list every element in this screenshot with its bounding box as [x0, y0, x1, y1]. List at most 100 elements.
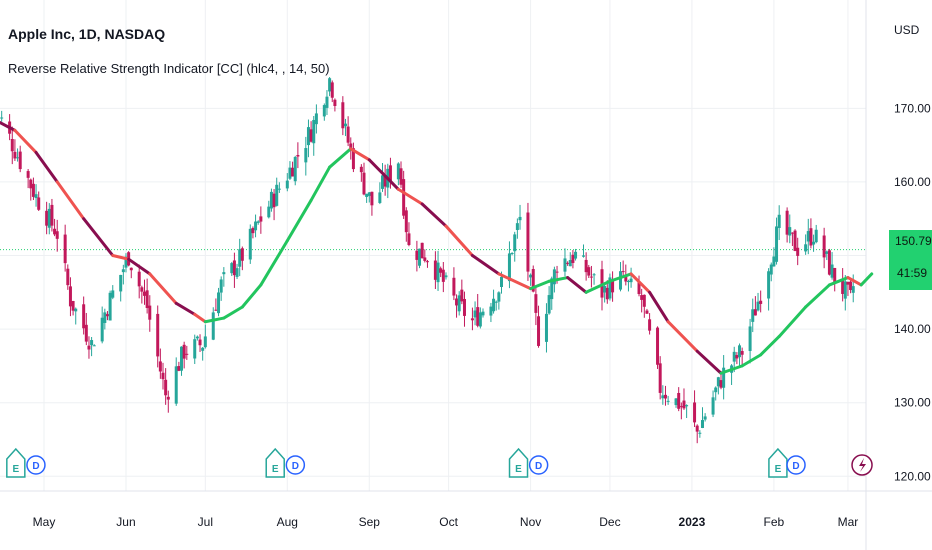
candle-body — [492, 298, 496, 312]
candle-body — [679, 406, 683, 408]
candle-body — [156, 313, 160, 357]
candle-body — [827, 250, 831, 275]
indicator-segment — [648, 290, 670, 324]
last-price-value: 150.79 — [895, 234, 932, 248]
indicator-segment — [349, 147, 371, 162]
indicator-segment — [0, 120, 17, 132]
candle-body — [90, 340, 94, 346]
candle-body — [751, 309, 755, 322]
candle-body — [793, 230, 797, 251]
candle-body — [534, 294, 538, 313]
candle-body — [772, 256, 776, 267]
candle-body — [312, 119, 316, 144]
chart-title[interactable]: Apple Inc, 1D, NASDAQ — [8, 26, 166, 42]
candle-body — [748, 326, 752, 351]
candle-body — [214, 309, 218, 311]
candle-body — [544, 313, 548, 342]
candle-body — [619, 271, 623, 290]
x-tick-label: 2023 — [679, 515, 706, 529]
candle-body — [66, 268, 70, 286]
candle-body — [53, 228, 57, 235]
candle-body — [716, 377, 720, 387]
dividend-icon: D — [285, 455, 306, 475]
x-tick-label: May — [33, 515, 56, 529]
candle-body — [589, 276, 593, 278]
indicator-segment — [827, 276, 850, 287]
candle-body — [383, 176, 387, 187]
indicator-segment — [420, 202, 448, 228]
candle-body — [830, 264, 834, 278]
candle-body — [272, 193, 276, 208]
candle-body — [703, 416, 707, 420]
candle-body — [399, 168, 403, 185]
candle-body — [470, 318, 474, 321]
candle-body — [513, 234, 517, 252]
candle-body — [34, 194, 38, 199]
candle-body — [592, 274, 596, 276]
indicator-segment — [740, 353, 763, 368]
candle-body — [497, 292, 501, 302]
x-tick-label: Feb — [764, 515, 785, 529]
candle-body — [343, 123, 347, 127]
candle-body — [846, 281, 850, 285]
candle-body — [473, 310, 477, 318]
candle-body — [529, 274, 533, 278]
candle-body — [735, 355, 739, 359]
candle-body — [605, 287, 609, 300]
candle-body — [47, 208, 51, 228]
candle-body — [232, 260, 236, 276]
candle-body — [822, 235, 826, 258]
candle-body — [201, 347, 205, 351]
candle-body — [124, 256, 128, 268]
candle-body — [814, 229, 818, 243]
indicator-segment — [203, 316, 226, 324]
candle-body — [629, 278, 633, 283]
candle-body — [812, 241, 816, 245]
candle-body — [769, 264, 773, 275]
candle-body — [259, 216, 263, 222]
candle-body — [346, 126, 350, 143]
candle-body — [174, 366, 178, 404]
candlesticks — [0, 77, 855, 444]
candle-body — [251, 228, 255, 234]
candle-body — [404, 210, 408, 233]
candle-body — [518, 216, 522, 221]
candle-body — [37, 197, 41, 210]
indicator-segment — [148, 272, 178, 305]
earnings-letter: E — [12, 464, 19, 475]
candle-body — [806, 231, 810, 242]
candle-body — [177, 366, 181, 371]
indicator-segment — [34, 150, 59, 184]
candle-body — [103, 312, 107, 323]
indicator-label[interactable]: Reverse Relative Strength Indicator [CC]… — [8, 61, 330, 76]
candle-body — [415, 250, 419, 260]
candle-body — [785, 210, 789, 235]
candle-body — [333, 99, 337, 106]
candle-body — [378, 192, 382, 203]
candle-body — [777, 214, 781, 228]
candle-body — [71, 300, 75, 311]
candle-body — [108, 292, 112, 321]
candle-body — [568, 260, 572, 267]
candle-body — [325, 96, 329, 108]
indicator-segment — [127, 257, 152, 276]
dividend-letter: D — [792, 461, 799, 472]
candle-body — [425, 261, 429, 263]
candle-body — [420, 242, 424, 259]
candle-body — [388, 165, 392, 181]
candle-body — [145, 290, 149, 308]
earnings-icon: E — [768, 447, 788, 478]
candle-body — [55, 231, 59, 239]
indicator-segment — [804, 283, 831, 309]
candle-body — [306, 127, 310, 146]
candle-body — [349, 143, 353, 149]
candle-body — [18, 151, 22, 170]
x-tick-label: Mar — [838, 515, 859, 529]
candle-body — [753, 309, 757, 316]
candle-body — [674, 398, 678, 406]
candle-body — [370, 191, 374, 206]
indicator-segment — [777, 305, 808, 338]
candle-body — [121, 269, 125, 273]
